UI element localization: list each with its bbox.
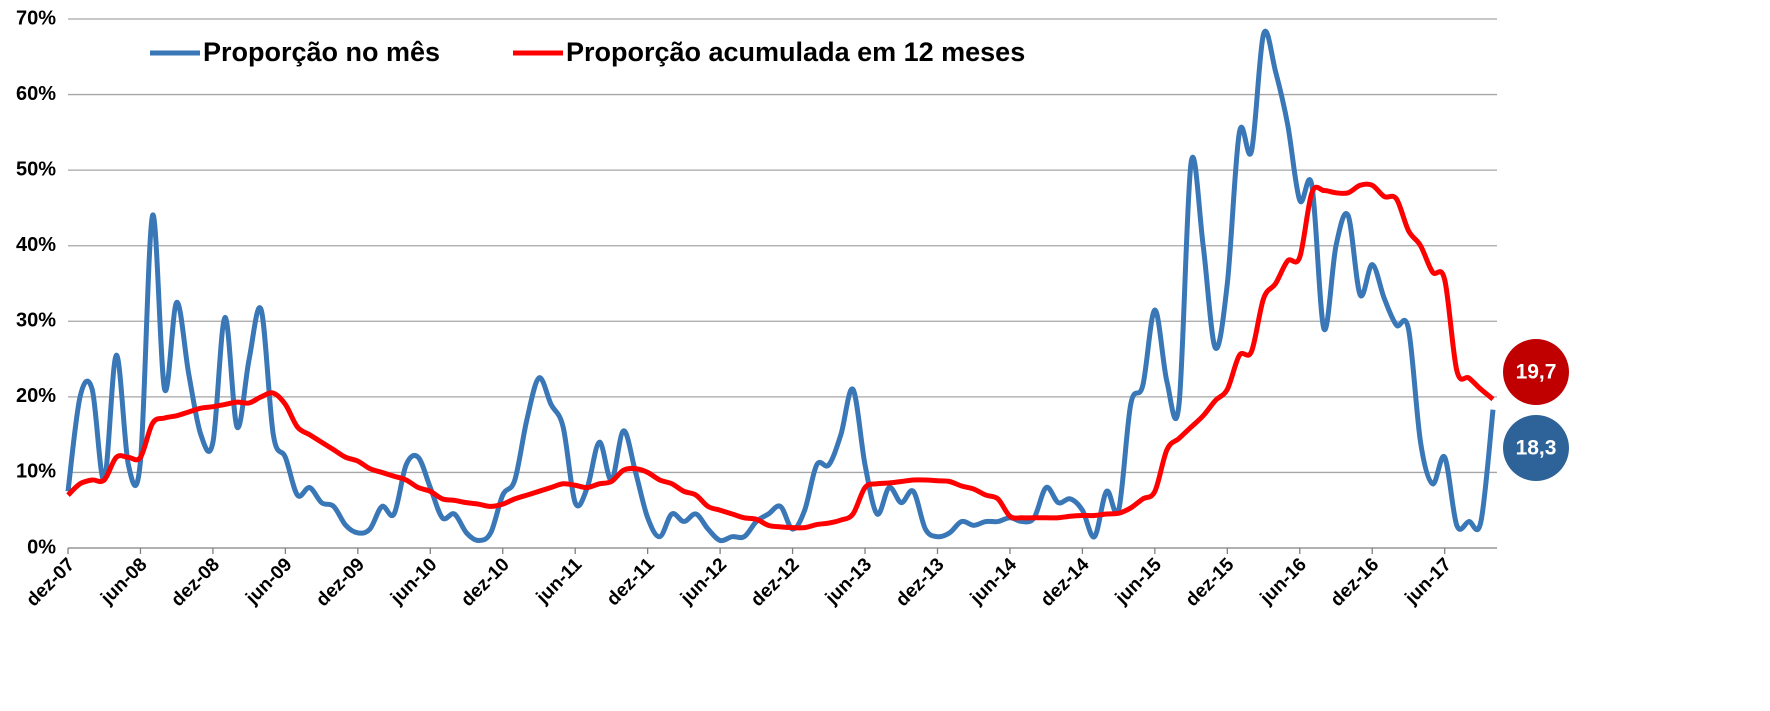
y-tick-label: 50% — [16, 158, 56, 180]
end-label: 18,3 — [1516, 437, 1557, 460]
end-label: 19,7 — [1516, 361, 1557, 384]
x-tick-label: jun-15 — [1111, 554, 1166, 609]
x-tick-label: dez-16 — [1327, 554, 1384, 611]
x-tick-label: dez-15 — [1182, 554, 1239, 611]
x-tick-label: dez-14 — [1037, 554, 1094, 611]
y-tick-label: 20% — [16, 385, 56, 407]
x-tick-label: jun-09 — [241, 554, 296, 609]
x-tick-label: dez-13 — [892, 554, 949, 611]
end-label-badge — [1503, 339, 1569, 405]
series-line — [66, 181, 1495, 531]
series-line — [65, 28, 1496, 544]
x-tick-label: dez-07 — [22, 554, 79, 611]
y-tick-label: 40% — [16, 234, 56, 256]
end-label-badge — [1503, 415, 1569, 481]
x-tick-label: jun-16 — [1256, 554, 1311, 609]
legend-label: Proporção acumulada em 12 meses — [566, 37, 1025, 67]
x-tick-label: dez-10 — [457, 554, 514, 611]
x-tick-label: dez-11 — [603, 554, 659, 610]
x-tick-label: dez-09 — [312, 554, 369, 611]
y-tick-label: 0% — [27, 536, 56, 558]
x-tick-label: jun-14 — [966, 554, 1021, 609]
x-tick-label: jun-12 — [676, 554, 731, 609]
x-tick-label: dez-08 — [167, 554, 224, 611]
x-tick-label: jun-13 — [821, 554, 876, 609]
x-tick-label: dez-12 — [747, 554, 804, 611]
legend-label: Proporção no mês — [203, 37, 440, 67]
y-tick-label: 30% — [16, 310, 56, 332]
y-tick-label: 70% — [16, 7, 56, 29]
y-tick-label: 60% — [16, 83, 56, 105]
y-tick-label: 10% — [16, 461, 56, 483]
x-tick-label: jun-08 — [96, 554, 151, 609]
x-tick-label: jun-10 — [386, 554, 441, 609]
x-tick-label: jun-17 — [1401, 554, 1456, 609]
x-tick-label: jun-11 — [532, 554, 587, 609]
